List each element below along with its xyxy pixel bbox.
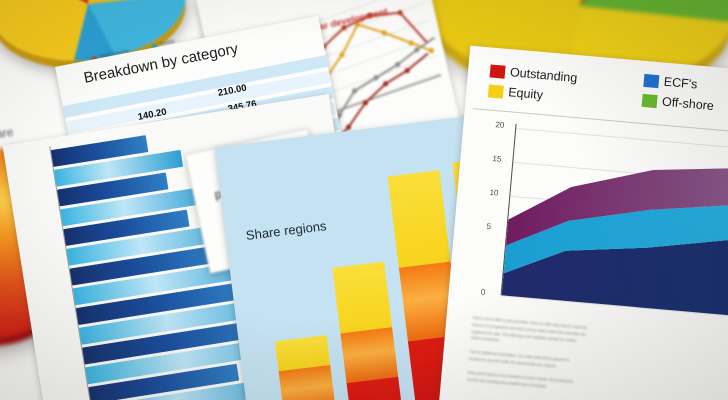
- area-bands-svg: [501, 167, 728, 318]
- legend-swatch-equity: [487, 83, 504, 99]
- legend-item-equity: Equity: [487, 83, 544, 103]
- area-ytick: 10: [489, 187, 499, 198]
- area-ytick: 15: [492, 153, 502, 164]
- column-segment: [387, 170, 451, 268]
- column-2: [332, 261, 409, 400]
- legend-label-equity: Equity: [507, 85, 544, 103]
- legend-item-outstanding: Outstanding: [489, 63, 578, 86]
- column-1: [274, 335, 343, 400]
- legend-swatch-ecfs: [643, 73, 660, 88]
- column-segment: [278, 364, 336, 400]
- partial-label-share: are: [0, 124, 15, 142]
- column-segment: [332, 261, 393, 334]
- fine-print-block: This is not an offer to sell securities.…: [467, 315, 728, 400]
- legend-label-offshore: Off-shore: [661, 94, 715, 114]
- column-segment: [340, 327, 399, 384]
- legend-label-outstanding: Outstanding: [509, 65, 578, 86]
- legend-swatch-outstanding: [489, 63, 506, 79]
- area-chart-sheet: Outstanding Equity ECF's Off-shore 20 15: [438, 45, 728, 400]
- legend-item-ecfs: ECF's: [643, 73, 698, 92]
- area-ytick: 20: [495, 120, 505, 130]
- legend-label-ecfs: ECF's: [663, 74, 698, 92]
- area-ytick: 0: [480, 287, 486, 297]
- area-ytick: 5: [486, 221, 492, 232]
- legend-item-offshore: Off-shore: [641, 93, 715, 114]
- legend-swatch-offshore: [641, 93, 658, 108]
- area-plot: 20 15 10 5 0: [464, 120, 728, 323]
